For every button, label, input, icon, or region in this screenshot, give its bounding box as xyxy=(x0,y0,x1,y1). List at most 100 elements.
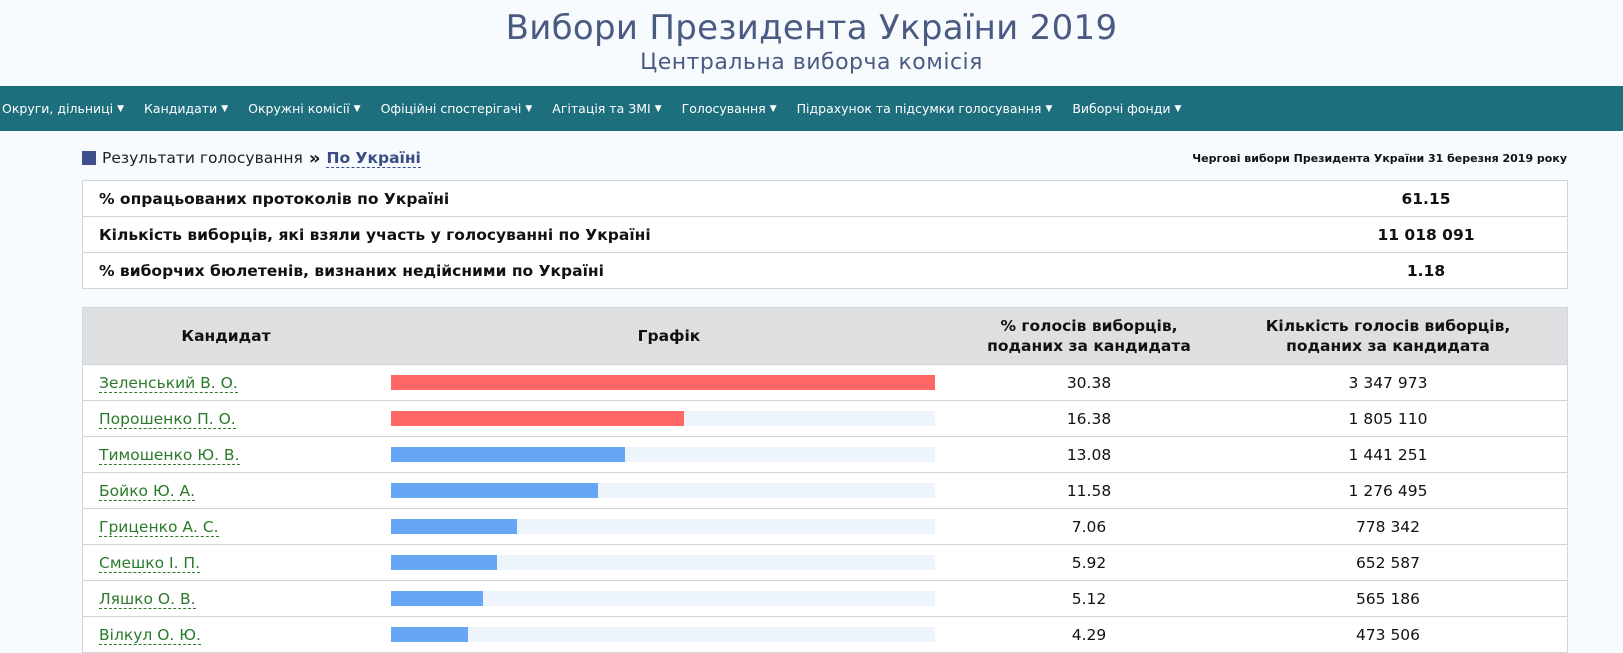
summary-row: Кількість виборців, які взяли участь у г… xyxy=(82,216,1568,253)
header-percent: % голосів виборців, поданих за кандидата xyxy=(969,307,1209,365)
summary-table: % опрацьованих протоколів по Україні 61.… xyxy=(82,180,1568,289)
nav-label: Округи, дільниці xyxy=(2,101,114,116)
table-row: Бойко Ю. А. 11.58 1 276 495 xyxy=(82,472,1568,509)
candidate-cell: Смешко І. П. xyxy=(82,544,369,581)
graph-cell xyxy=(369,617,969,653)
bar-fill xyxy=(391,375,935,390)
header-graph: Графік xyxy=(369,307,969,365)
caret-down-icon: ▼ xyxy=(221,103,229,114)
nav-label: Агітація та ЗМІ xyxy=(552,101,651,116)
percent-cell: 7.06 xyxy=(969,508,1209,545)
nav-item-counting[interactable]: Підрахунок та підсумки голосування ▼ xyxy=(795,101,1061,116)
bar-fill xyxy=(391,591,483,606)
header-candidate: Кандидат xyxy=(82,307,369,365)
table-row: Смешко І. П. 5.92 652 587 xyxy=(82,544,1568,581)
candidate-cell: Вілкул О. Ю. xyxy=(83,617,370,653)
main-nav: Округи, дільниці ▼ Кандидати ▼ Окружні ком… xyxy=(0,86,1623,131)
votes-cell: 652 587 xyxy=(1209,544,1568,581)
nav-item-media[interactable]: Агітація та ЗМІ ▼ xyxy=(550,101,669,116)
votes-cell: 1 805 110 xyxy=(1209,400,1568,437)
bar-track xyxy=(391,519,935,534)
square-icon xyxy=(82,151,96,165)
nav-item-district-commissions[interactable]: Окружні комісії ▼ xyxy=(246,101,368,116)
bar-track xyxy=(391,375,935,390)
results-table: Кандидат Графік % голосів виборців, подан… xyxy=(82,307,1568,653)
candidate-cell: Тимошенко Ю. В. xyxy=(82,436,369,473)
nav-item-funds[interactable]: Виборчі фонди ▼ xyxy=(1070,101,1189,116)
votes-cell: 473 506 xyxy=(1355,625,1421,644)
table-row: Вілкул О. Ю. 4.29 473 506 xyxy=(83,617,1568,653)
candidate-cell: Гриценко А. С. xyxy=(82,508,369,545)
results-header-row: Кандидат Графік % голосів виборців, подан… xyxy=(82,307,1568,365)
graph-cell xyxy=(369,580,969,617)
header-percent-line1: % голосів виборців, xyxy=(1000,317,1178,335)
caret-down-icon: ▼ xyxy=(1045,103,1053,114)
bar-fill xyxy=(391,411,685,426)
votes-cell: 1 276 495 xyxy=(1209,472,1568,509)
bar-track xyxy=(391,483,935,498)
bar-track xyxy=(391,591,935,606)
summary-row: % виборчих бюлетенів, визнаних недійсним… xyxy=(83,253,1568,289)
election-name: Чергові вибори Президента України 31 бер… xyxy=(1192,151,1567,165)
percent-cell: 13.08 xyxy=(969,436,1209,473)
breadcrumb-current-link[interactable]: По Україні xyxy=(326,148,421,168)
bar-track xyxy=(391,411,935,426)
candidate-link[interactable]: Порошенко П. О. xyxy=(99,409,236,429)
graph-cell xyxy=(369,508,969,545)
table-row: Гриценко А. С. 7.06 778 342 xyxy=(82,508,1568,545)
percent-cell: 30.38 xyxy=(969,364,1209,401)
percent-cell: 16.38 xyxy=(969,400,1209,437)
caret-down-icon: ▼ xyxy=(1174,103,1182,114)
graph-cell xyxy=(369,544,969,581)
votes-cell: 565 186 xyxy=(1209,580,1568,617)
table-row: Ляшко О. В. 5.12 565 186 xyxy=(82,580,1568,617)
page-title: Вибори Президента України 2019 xyxy=(505,8,1118,48)
nav-label: Кандидати xyxy=(144,101,218,116)
votes-cell: 1 441 251 xyxy=(1209,436,1568,473)
nav-label: Голосування xyxy=(681,101,766,116)
nav-label: Виборчі фонди xyxy=(1072,101,1171,116)
candidate-link[interactable]: Бойко Ю. А. xyxy=(99,481,196,501)
summary-label: % опрацьованих протоколів по Україні xyxy=(82,180,1285,217)
percent-cell: 5.92 xyxy=(969,544,1209,581)
page-subtitle: Центральна виборча комісія xyxy=(640,50,983,75)
bar-track xyxy=(391,447,935,462)
nav-item-voting[interactable]: Голосування ▼ xyxy=(680,101,785,116)
results-body: Зеленський В. О. 30.38 3 347 973 Порошенко … xyxy=(82,364,1568,653)
caret-down-icon: ▼ xyxy=(654,103,662,114)
candidate-cell: Бойко Ю. А. xyxy=(82,472,369,509)
candidate-link[interactable]: Гриценко А. С. xyxy=(99,517,219,537)
header-count-line2: поданих за кандидата xyxy=(1286,337,1490,355)
summary-value: 1.18 xyxy=(1406,261,1446,280)
percent-cell: 11.58 xyxy=(969,472,1209,509)
nav-item-observers[interactable]: Офіційні спостерігачі ▼ xyxy=(379,101,541,116)
breadcrumb: Результати голосування » По Україні Черг… xyxy=(82,146,1567,170)
breadcrumb-root: Результати голосування xyxy=(102,149,303,167)
candidate-link[interactable]: Смешко І. П. xyxy=(99,553,201,573)
bar-fill xyxy=(391,447,626,462)
candidate-cell: Ляшко О. В. xyxy=(82,580,369,617)
header-percent-line2: поданих за кандидата xyxy=(987,337,1191,355)
graph-cell xyxy=(369,472,969,509)
caret-down-icon: ▼ xyxy=(353,103,361,114)
caret-down-icon: ▼ xyxy=(525,103,533,114)
candidate-link[interactable]: Тимошенко Ю. В. xyxy=(99,445,240,465)
bar-track xyxy=(391,555,935,570)
bar-track xyxy=(391,627,935,642)
candidate-cell: Порошенко П. О. xyxy=(82,400,369,437)
bar-fill xyxy=(391,627,468,642)
candidate-link[interactable]: Зеленський В. О. xyxy=(99,373,238,393)
nav-item-districts[interactable]: Округи, дільниці ▼ xyxy=(0,101,132,116)
candidate-cell: Зеленський В. О. xyxy=(82,364,369,401)
nav-label: Офіційні спостерігачі xyxy=(380,101,522,116)
votes-cell: 778 342 xyxy=(1209,508,1568,545)
candidate-link[interactable]: Ляшко О. В. xyxy=(99,589,196,609)
votes-cell: 3 347 973 xyxy=(1209,364,1568,401)
graph-cell xyxy=(369,400,969,437)
summary-row: % опрацьованих протоколів по Україні 61.… xyxy=(82,180,1568,217)
percent-cell: 5.12 xyxy=(969,580,1209,617)
nav-item-candidates[interactable]: Кандидати ▼ xyxy=(142,101,236,116)
candidate-link[interactable]: Вілкул О. Ю. xyxy=(99,625,201,645)
summary-value: 61.15 xyxy=(1285,180,1568,217)
breadcrumb-separator: » xyxy=(308,147,321,169)
